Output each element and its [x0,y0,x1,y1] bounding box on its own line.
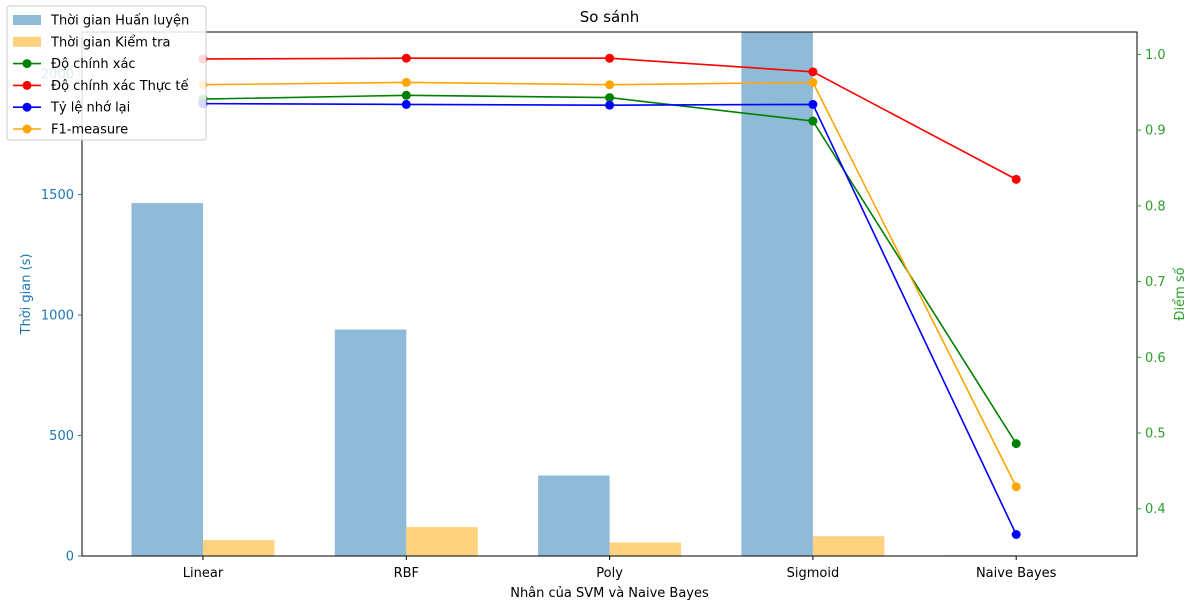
line-point [1011,482,1021,492]
x-tick-label: Linear [183,566,224,581]
x-axis-label: Nhân của SVM và Naive Bayes [510,586,709,601]
y-left-tick-label: 1000 [41,309,74,324]
legend-box [6,5,207,141]
y-right-tick-label: 0.8 [1145,199,1166,214]
line-point [1011,529,1021,539]
y-left-tick-label: 500 [49,429,74,444]
line-point [605,53,615,63]
legend-marker [22,80,32,90]
y-axis-right-label: Điểm số [1173,267,1188,320]
line-point [1011,174,1021,184]
y-axis-left-label: Thời gian (s) [19,254,34,336]
legend-label: Độ chính xác Thực tế [51,79,189,94]
bar [538,475,610,556]
lines-layer [198,53,1021,539]
legend-marker [22,102,32,112]
line-point [401,53,411,63]
legend-label: Thời gian Kiểm tra [50,35,170,50]
legend-label: F1-measure [51,123,128,138]
y-left-tick-label: 1500 [41,188,74,203]
bar [334,329,407,556]
line-point [401,99,411,109]
x-tick-label: Poly [596,566,623,581]
bars-layer [131,32,1088,556]
line-point [1011,439,1021,449]
y-left-tick-label: 0 [66,550,74,565]
line-point [605,80,615,90]
bar [741,32,813,556]
bar [812,536,885,556]
y-right-tick-label: 0.9 [1145,124,1166,139]
bar [131,203,203,556]
line-point [401,77,411,87]
y-right-tick-label: 1.0 [1145,48,1166,63]
legend-marker [22,124,32,134]
legend-label: Thời gian Huấn luyện [50,14,189,29]
line-point [808,77,818,87]
y-right-tick-label: 0.4 [1145,502,1166,517]
x-tick-label: Sigmoid [787,566,840,581]
line-point [401,90,411,100]
y-right-tick-label: 0.7 [1145,275,1166,290]
legend-label: Độ chính xác [51,57,136,72]
chart-title: So sánh [580,8,640,26]
y-right-tick-label: 0.6 [1145,351,1166,366]
bar [609,542,682,556]
legend-marker [22,59,32,69]
legend-swatch [13,36,41,47]
line-point [808,116,818,126]
x-tick-label: RBF [394,566,419,581]
bar [203,540,275,556]
bar [406,527,478,556]
line-point [808,99,818,109]
legend-label: Tỷ lệ nhớ lại [50,101,130,116]
y-right-tick-label: 0.5 [1145,427,1166,442]
x-tick-label: Naive Bayes [976,566,1057,581]
legend: Thời gian Huấn luyện Thời gian Kiểm tra Độ… [6,5,207,141]
line-point [605,100,615,110]
legend-swatch [13,15,41,25]
line-point [808,67,818,77]
line-point [605,93,615,103]
